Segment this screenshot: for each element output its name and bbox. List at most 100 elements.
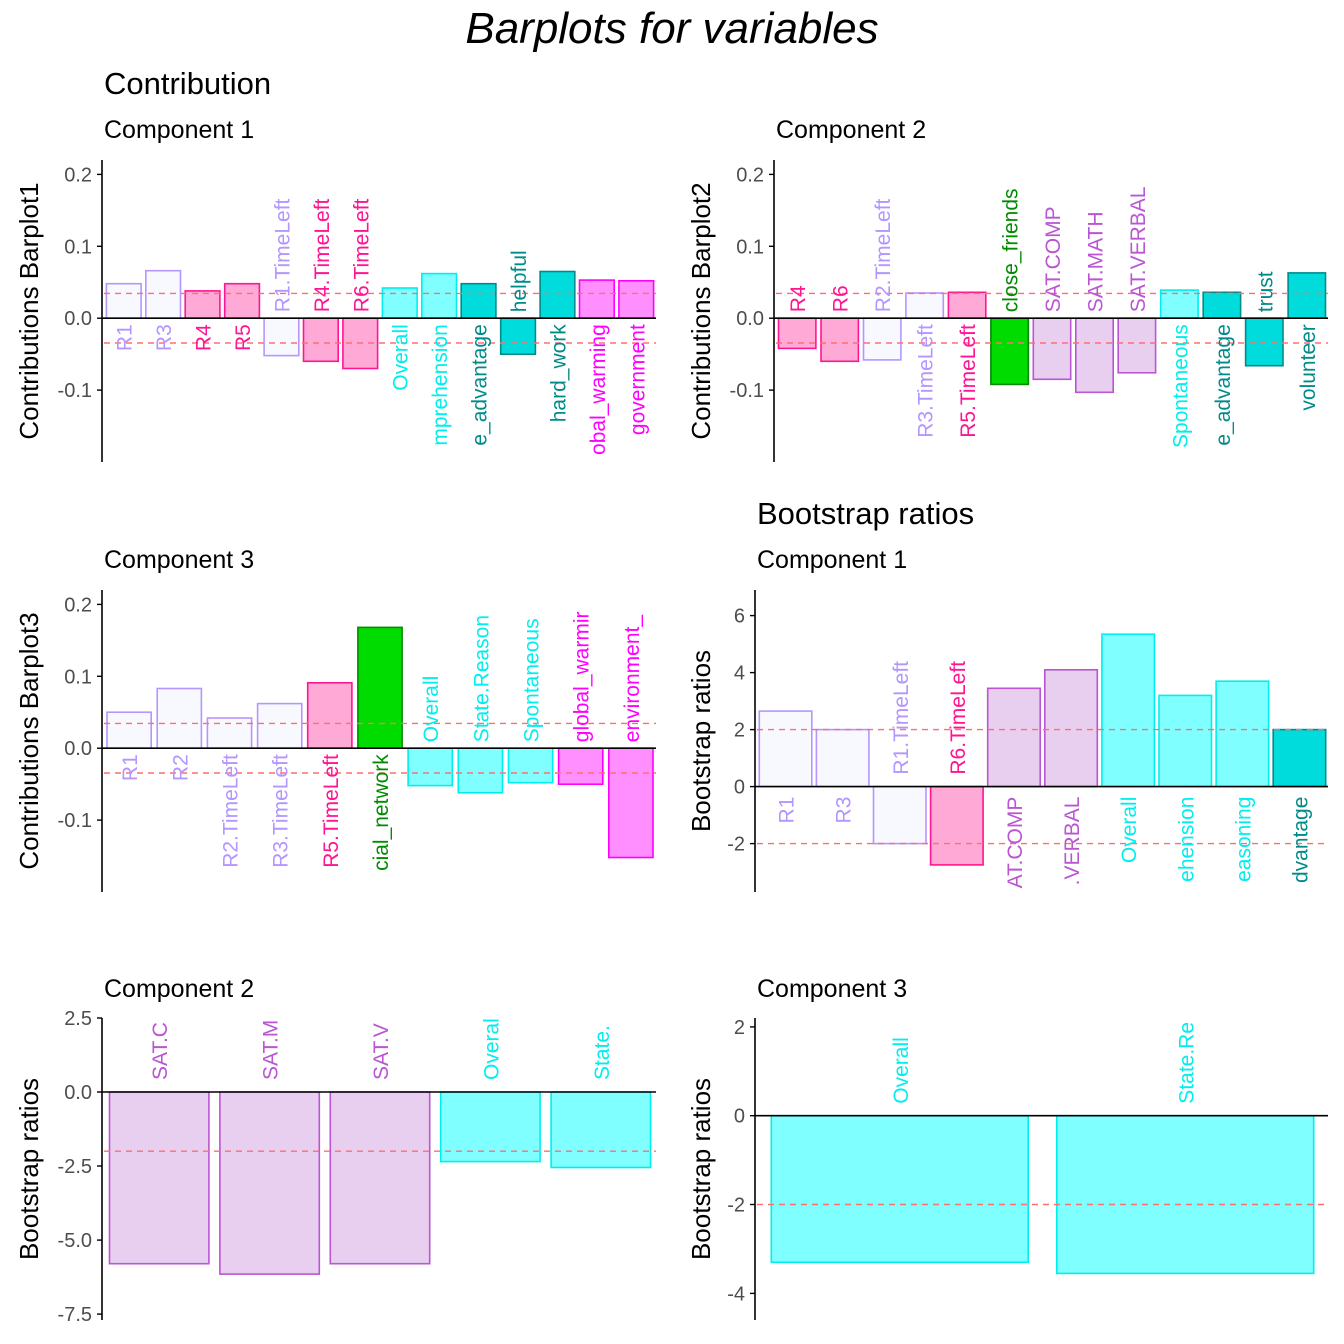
bar [1244,317,1284,367]
category-label: trust [1254,271,1277,312]
y-tick-label: 2 [734,1017,745,1039]
category-label: hard_work [547,324,570,423]
y-tick-label: 0.2 [64,594,92,616]
bar [145,269,182,320]
bar [578,279,616,320]
category-label: R5.TimeLeft [957,324,980,438]
y-tick-label: 0.1 [64,666,92,688]
y-tick-label: 0.2 [736,164,764,186]
category-label: R2.TimeLeft [220,754,243,868]
y-tick-label: 0 [734,1106,745,1128]
category-label: e_advantage [469,324,492,445]
category-label: State. [591,1025,614,1080]
category-label: Overall [390,324,413,391]
category-label: government [626,324,649,435]
bar [407,747,454,787]
bar [105,282,142,320]
chart-boot-c3: -4 -2 0 2 Bootstrap ratios Overall State.Re [686,1017,1328,1320]
y-axis-label: Contributions Barplot1 [14,182,44,439]
bar [1044,668,1099,788]
category-label: R4 [193,324,216,351]
bar [905,292,945,320]
bar [550,1091,652,1169]
category-label: SAT.MATH [1085,211,1108,312]
bar [460,282,497,320]
bar [223,282,261,320]
subtitle-bootstrap-c1: Component 1 [757,546,908,574]
y-axis-label: Bootstrap ratios [686,1078,716,1260]
bar [990,317,1030,386]
category-label: R1.TimeLeft [890,661,913,775]
category-label: R6.TimeLeft [350,198,373,312]
bar [557,747,604,786]
category-label: .VERBAL [1061,797,1084,886]
bar [439,1091,541,1163]
bar [507,747,554,784]
category-label: ehension [1175,797,1198,882]
subtitle-contribution-c3: Component 3 [104,546,255,574]
category-label: R3.TimeLeft [270,754,293,868]
category-label: Overall [1118,797,1141,864]
bar [156,687,203,750]
subtitle-contribution-c1: Component 1 [104,116,255,144]
category-label: Overal [480,1018,503,1080]
bar [1117,317,1157,374]
bar [256,702,303,749]
section-title-bootstrap: Bootstrap ratios [757,496,975,531]
category-labels: R1 R2 R2.TimeLeft R3.TimeLeft R5.TimeLeft cia… [119,611,644,870]
category-labels: R1 R3 R4 R5 R1.TimeLeft R4.TimeLeft R6.TimeLef… [114,198,650,455]
category-label: R1 [119,754,142,781]
bar [1101,633,1156,788]
category-label: AT.COMP [1004,797,1027,889]
category-label: cial_network [370,754,393,871]
bar [499,317,537,356]
bar [1202,291,1242,319]
bar [206,717,253,750]
y-tick-label: -0.1 [730,380,764,402]
category-label: volunteer [1297,324,1320,410]
category-label: e_advantage [1212,324,1235,445]
category-label: SAT.COMP [1042,206,1065,312]
category-label: R3.TimeLeft [915,324,938,438]
category-label: SAT.VERBAL [1127,187,1150,313]
category-label: global_warmir [571,611,594,742]
category-label: environment_ [621,615,644,743]
category-label: R1 [114,324,137,351]
y-axis-label: Bootstrap ratios [686,650,716,832]
chart-boot-c1: -2 0 2 4 6 Bootstrap ratios R1 R3 R1.TimeLeft R6.… [686,590,1328,892]
bar [357,626,403,750]
bar [219,1091,321,1275]
bar [872,785,927,845]
category-labels: Overall State.Re [890,1022,1199,1104]
bar [329,1091,431,1265]
bar [1056,1114,1315,1275]
bar [815,728,870,788]
bar [539,270,576,320]
y-tick-label: 0.0 [64,308,92,330]
category-label: easoning [1232,797,1255,882]
y-tick-label: 6 [734,606,745,628]
category-labels: R1 R3 R1.TimeLeft R6.TimeLeft AT.COMP .VERBAL… [776,661,1313,889]
category-label: Spontaneous [521,618,544,742]
bar [302,317,340,363]
bar [108,1091,210,1265]
bar [607,747,654,859]
bar [263,317,300,357]
category-label: obal_warming [587,324,610,455]
bar [770,1114,1029,1264]
y-axis-label: Contributions Barplot3 [14,612,44,869]
section-title-contribution: Contribution [104,66,272,101]
y-axis-label: Contributions Barplot2 [686,182,716,439]
bar [929,785,984,866]
y-tick-label: 0.2 [64,164,92,186]
bar [1215,680,1270,788]
y-tick-label: 2.5 [64,1008,92,1030]
subtitle-bootstrap-c3: Component 3 [757,975,908,1003]
category-label: R2.TimeLeft [872,198,895,312]
y-tick-label: 0.1 [64,236,92,258]
bar [820,317,860,363]
bar [420,272,458,320]
